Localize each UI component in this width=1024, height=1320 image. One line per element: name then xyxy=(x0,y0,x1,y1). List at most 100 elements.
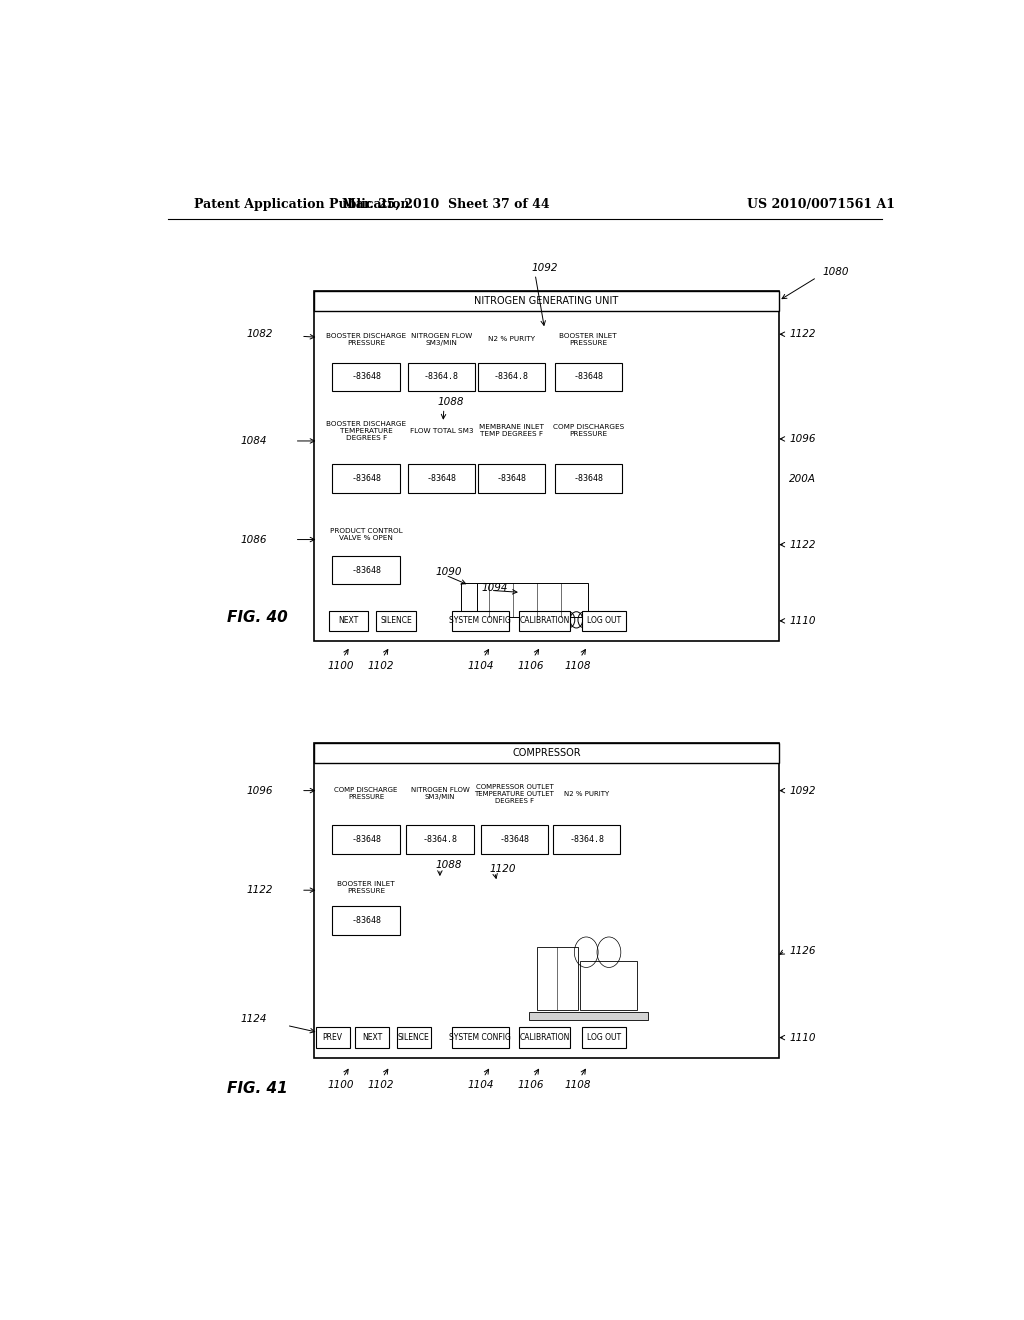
Bar xyxy=(519,1027,570,1048)
Text: 1094: 1094 xyxy=(481,583,508,593)
Text: 1100: 1100 xyxy=(328,660,354,671)
Text: US 2010/0071561 A1: US 2010/0071561 A1 xyxy=(748,198,895,211)
Bar xyxy=(333,465,399,492)
Text: -83648: -83648 xyxy=(351,565,381,574)
Bar xyxy=(333,825,399,854)
Text: 1126: 1126 xyxy=(790,946,815,956)
Text: BOOSTER INLET
PRESSURE: BOOSTER INLET PRESSURE xyxy=(337,880,395,894)
Text: -83648: -83648 xyxy=(351,834,381,843)
Text: 1084: 1084 xyxy=(241,436,267,446)
Bar xyxy=(452,1027,509,1048)
Text: FLOW TOTAL SM3: FLOW TOTAL SM3 xyxy=(410,428,473,434)
Text: 1108: 1108 xyxy=(564,660,591,671)
Text: 200A: 200A xyxy=(790,474,816,483)
Text: NEXT: NEXT xyxy=(362,1034,383,1041)
Bar xyxy=(537,946,578,1010)
Text: BOOSTER DISCHARGE
PRESSURE: BOOSTER DISCHARGE PRESSURE xyxy=(326,333,407,346)
Text: BOOSTER INLET
PRESSURE: BOOSTER INLET PRESSURE xyxy=(559,333,617,346)
Bar xyxy=(580,961,637,1010)
Text: 1122: 1122 xyxy=(247,886,273,895)
Text: FIG. 41: FIG. 41 xyxy=(227,1081,288,1096)
Bar xyxy=(408,363,475,391)
Text: NITROGEN FLOW
SM3/MIN: NITROGEN FLOW SM3/MIN xyxy=(411,333,472,346)
Text: NEXT: NEXT xyxy=(339,616,358,626)
Text: -83648: -83648 xyxy=(351,474,381,483)
Bar xyxy=(396,1027,431,1048)
Bar xyxy=(333,556,399,585)
Bar xyxy=(314,743,778,763)
Text: 1102: 1102 xyxy=(368,1080,393,1090)
Bar xyxy=(314,290,778,642)
Bar xyxy=(314,743,778,1057)
Bar xyxy=(377,611,416,631)
Text: 1102: 1102 xyxy=(368,660,393,671)
Text: 1120: 1120 xyxy=(489,863,516,874)
Polygon shape xyxy=(528,1011,648,1020)
Text: 1106: 1106 xyxy=(518,1080,545,1090)
Text: 1088: 1088 xyxy=(437,397,464,408)
Text: 1122: 1122 xyxy=(790,329,815,339)
Bar xyxy=(583,1027,626,1048)
Bar xyxy=(408,465,475,492)
Text: N2 % PURITY: N2 % PURITY xyxy=(487,337,535,342)
Bar xyxy=(314,290,778,312)
Text: Mar. 25, 2010  Sheet 37 of 44: Mar. 25, 2010 Sheet 37 of 44 xyxy=(342,198,549,211)
Bar xyxy=(452,611,509,631)
Bar xyxy=(553,825,621,854)
Bar xyxy=(477,363,545,391)
Bar xyxy=(555,363,622,391)
Text: COMP DISCHARGES
PRESSURE: COMP DISCHARGES PRESSURE xyxy=(553,424,624,437)
Text: BOOSTER DISCHARGE
TEMPERATURE
DEGREES F: BOOSTER DISCHARGE TEMPERATURE DEGREES F xyxy=(326,421,407,441)
Text: 1092: 1092 xyxy=(531,263,558,273)
Text: COMPRESSOR: COMPRESSOR xyxy=(512,748,581,758)
Text: 1096: 1096 xyxy=(247,785,273,796)
Text: 1096: 1096 xyxy=(790,434,815,444)
Bar xyxy=(583,611,626,631)
Bar xyxy=(315,1027,350,1048)
Text: COMPRESSOR OUTLET
TEMPERATURE OUTLET
DEGREES F: COMPRESSOR OUTLET TEMPERATURE OUTLET DEG… xyxy=(474,784,554,804)
Bar xyxy=(555,465,622,492)
Text: CALIBRATION: CALIBRATION xyxy=(519,616,569,626)
Text: 1124: 1124 xyxy=(241,1014,267,1024)
Text: -83648: -83648 xyxy=(573,372,603,381)
Bar xyxy=(333,907,399,935)
Text: -83648: -83648 xyxy=(426,474,457,483)
Text: NITROGEN FLOW
SM3/MIN: NITROGEN FLOW SM3/MIN xyxy=(411,787,469,800)
Text: -8364.8: -8364.8 xyxy=(424,372,459,381)
Text: -8364.8: -8364.8 xyxy=(569,834,604,843)
Text: COMP DISCHARGE
PRESSURE: COMP DISCHARGE PRESSURE xyxy=(335,787,397,800)
Bar xyxy=(333,363,399,391)
Text: -8364.8: -8364.8 xyxy=(494,372,528,381)
Text: LOG OUT: LOG OUT xyxy=(587,616,622,626)
Text: -83648: -83648 xyxy=(500,834,529,843)
Text: 1088: 1088 xyxy=(435,859,462,870)
Bar xyxy=(519,611,570,631)
Text: 1086: 1086 xyxy=(241,535,267,545)
Text: 1080: 1080 xyxy=(822,267,849,277)
Text: -83648: -83648 xyxy=(573,474,603,483)
Text: PRODUCT CONTROL
VALVE % OPEN: PRODUCT CONTROL VALVE % OPEN xyxy=(330,528,402,541)
Text: NITROGEN GENERATING UNIT: NITROGEN GENERATING UNIT xyxy=(474,296,618,306)
Text: MEMBRANE INLET
TEMP DEGREES F: MEMBRANE INLET TEMP DEGREES F xyxy=(479,424,544,437)
Text: 1110: 1110 xyxy=(790,616,815,626)
Text: 1108: 1108 xyxy=(564,1080,591,1090)
Text: 1104: 1104 xyxy=(468,660,495,671)
Text: SILENCE: SILENCE xyxy=(397,1034,430,1041)
Text: -83648: -83648 xyxy=(351,372,381,381)
Bar xyxy=(461,583,477,611)
Text: 1092: 1092 xyxy=(790,785,815,796)
Bar xyxy=(475,583,589,616)
Text: CALIBRATION: CALIBRATION xyxy=(519,1034,569,1041)
Text: -83648: -83648 xyxy=(497,474,526,483)
Text: -83648: -83648 xyxy=(351,916,381,925)
Text: LOG OUT: LOG OUT xyxy=(587,1034,622,1041)
Bar xyxy=(407,825,474,854)
Text: N2 % PURITY: N2 % PURITY xyxy=(564,791,609,797)
Bar xyxy=(480,825,548,854)
Text: 1122: 1122 xyxy=(790,540,815,549)
Text: SILENCE: SILENCE xyxy=(380,616,412,626)
Bar xyxy=(355,1027,389,1048)
Text: 1090: 1090 xyxy=(436,568,463,577)
Bar xyxy=(329,611,369,631)
Text: 1110: 1110 xyxy=(790,1032,815,1043)
